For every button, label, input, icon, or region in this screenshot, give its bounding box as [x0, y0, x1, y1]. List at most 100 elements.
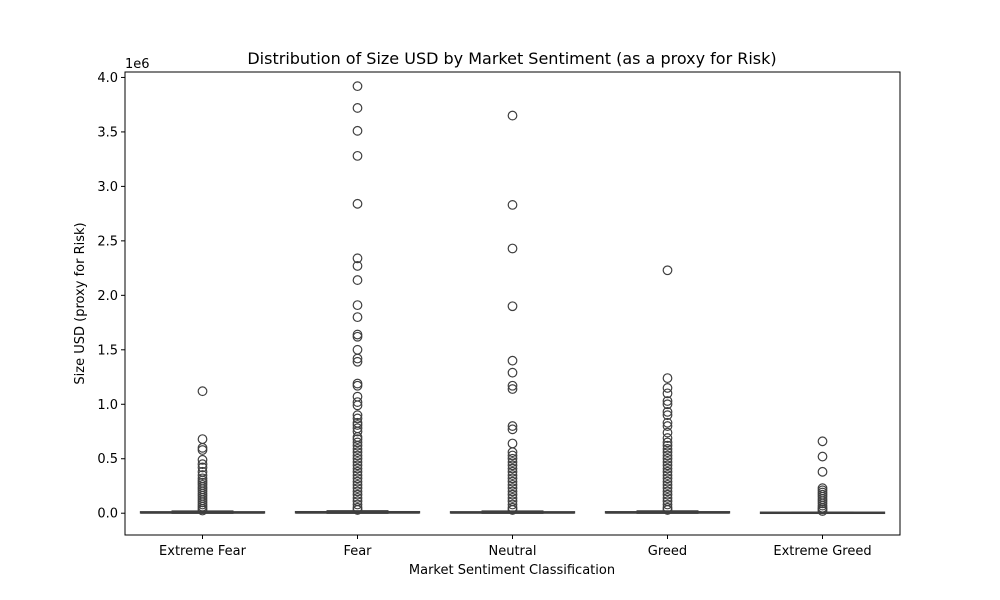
outlier-point: [352, 437, 363, 448]
outlier-point: [352, 463, 363, 474]
outlier-point: [662, 486, 673, 497]
outlier-point: [352, 486, 363, 497]
outlier-point: [352, 400, 363, 411]
outlier-point: [662, 499, 673, 510]
outlier-point: [507, 450, 518, 461]
outlier-point: [352, 444, 363, 454]
outlier-point: [352, 453, 363, 464]
y-tick-label: 3.0: [97, 180, 118, 195]
y-tick-label: 0.5: [97, 452, 118, 467]
outlier-point: [352, 413, 363, 424]
outlier-point: [507, 110, 518, 121]
outlier-point: [662, 453, 673, 464]
outlier-point: [507, 457, 518, 467]
outlier-point: [662, 479, 673, 490]
x-tick-label: Neutral: [489, 544, 537, 559]
outlier-point: [352, 447, 363, 458]
x-axis-label: Market Sentiment Classification: [409, 563, 615, 578]
outlier-point: [352, 103, 363, 113]
outlier-point: [507, 447, 518, 458]
outlier-point: [507, 460, 518, 471]
box-group: [759, 436, 886, 516]
outlier-point: [352, 253, 363, 264]
box-series: [139, 81, 886, 516]
y-tick-label: 0.0: [97, 507, 118, 522]
outlier-point: [197, 462, 208, 473]
y-tick-label: 2.0: [97, 289, 118, 304]
x-tick-label: Fear: [343, 544, 372, 559]
outlier-point: [352, 493, 363, 503]
x-tick-label: Extreme Greed: [773, 544, 871, 559]
outlier-point: [662, 476, 673, 487]
outlier-point: [352, 410, 363, 421]
outlier-point: [662, 483, 673, 494]
x-tick-label: Greed: [648, 544, 687, 559]
outlier-point: [197, 434, 208, 445]
outlier-point: [507, 355, 518, 366]
y-tick-label: 3.5: [97, 125, 118, 140]
outlier-point: [662, 388, 673, 399]
chart-title: Distribution of Size USD by Market Senti…: [247, 49, 776, 68]
outlier-point: [352, 466, 363, 477]
outlier-point: [662, 460, 673, 471]
outlier-point: [352, 460, 363, 471]
outlier-point: [507, 380, 518, 391]
y-tick-label: 1.0: [97, 398, 118, 413]
outlier-point: [507, 424, 518, 435]
outlier-point: [662, 399, 673, 410]
outlier-point: [352, 331, 363, 342]
y-axis: 0.0 0.5 1.0 1.5 2.0 2.5 3.0 3.5 4.0: [97, 71, 125, 522]
outlier-point: [662, 457, 673, 467]
outlier-point: [352, 473, 363, 484]
outlier-point: [507, 463, 518, 474]
y-tick-label: 4.0: [97, 71, 118, 86]
outlier-point: [662, 450, 673, 461]
outlier-point: [352, 483, 363, 494]
outlier-point: [352, 440, 363, 451]
outlier-point: [352, 300, 363, 311]
outlier-point: [507, 505, 518, 515]
y-axis-offset-label: 1e6: [125, 57, 150, 72]
outlier-point: [507, 466, 518, 477]
outlier-point: [507, 301, 518, 312]
outlier-point: [197, 454, 208, 465]
outlier-point: [352, 499, 363, 510]
box-group: [139, 386, 266, 516]
outlier-point: [662, 373, 673, 384]
outlier-point: [352, 457, 363, 467]
outlier-point: [662, 421, 673, 431]
outlier-point: [352, 450, 363, 461]
outlier-point: [817, 506, 828, 516]
outlier-point: [662, 433, 673, 443]
outlier-point: [352, 312, 363, 323]
y-tick-label: 1.5: [97, 343, 118, 358]
outlier-point: [507, 489, 518, 500]
outlier-point: [507, 483, 518, 494]
outlier-point: [662, 440, 673, 451]
outlier-point: [662, 473, 673, 484]
outlier-point: [507, 470, 518, 480]
outlier-point: [352, 81, 363, 92]
outlier-point: [352, 476, 363, 487]
outlier-point: [352, 275, 363, 285]
outlier-point: [662, 396, 673, 406]
outlier-point: [352, 489, 363, 500]
outlier-point: [662, 505, 673, 515]
outlier-point: [352, 479, 363, 490]
outlier-point: [507, 384, 518, 394]
outlier-point: [662, 427, 673, 438]
outlier-point: [817, 436, 828, 447]
outlier-point: [507, 453, 518, 464]
outlier-point: [197, 459, 208, 470]
outlier-point: [662, 444, 673, 454]
outlier-point: [662, 489, 673, 500]
outlier-point: [662, 265, 673, 276]
box-group: [449, 110, 576, 515]
outlier-point: [817, 466, 828, 477]
outlier-point: [352, 470, 363, 480]
outlier-point: [662, 383, 673, 393]
outlier-point: [352, 380, 363, 391]
outlier-point: [662, 417, 673, 428]
y-tick-label: 2.5: [97, 234, 118, 249]
